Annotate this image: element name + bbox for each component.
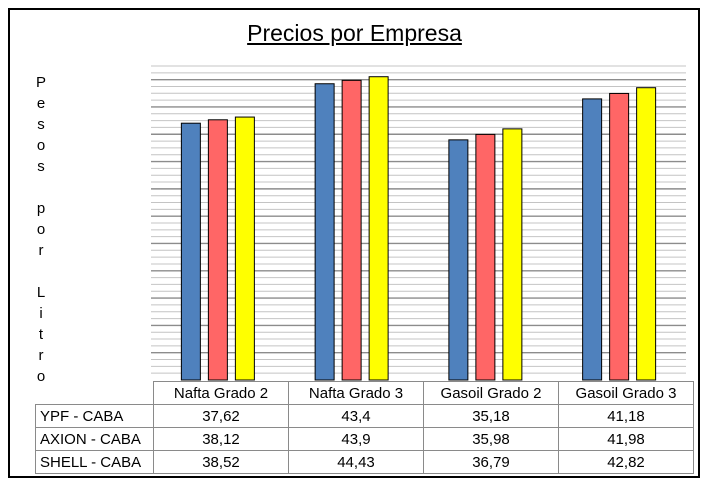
bar: [207, 119, 228, 381]
y-axis-label-char: r: [38, 242, 44, 259]
bar: [234, 116, 255, 381]
data-label: 38,52: [153, 450, 289, 474]
table-row: SHELL - CABA 38,52 44,43 36,79 42,82: [35, 450, 694, 474]
bar: [448, 139, 469, 381]
category-label: Gasoil Grado 3: [558, 381, 694, 405]
bars: [180, 76, 657, 381]
y-axis-label-char: s: [37, 116, 45, 133]
data-label: 41,98: [558, 427, 694, 451]
bar: [582, 98, 603, 381]
series-name: YPF - CABA: [35, 404, 154, 428]
data-table: Nafta Grado 2 Nafta Grado 3 Gasoil Grado 2…: [35, 381, 694, 474]
data-label: 35,18: [423, 404, 559, 428]
y-axis-label-char: P: [35, 74, 46, 91]
data-label: 35,98: [423, 427, 559, 451]
chart-title: Precios por Empresa: [0, 20, 709, 47]
data-label: 43,9: [288, 427, 424, 451]
data-label: 36,79: [423, 450, 559, 474]
y-axis-label-char: o: [36, 221, 46, 238]
bar: [180, 122, 201, 381]
y-axis-label-char: s: [37, 158, 45, 175]
data-label: 41,18: [558, 404, 694, 428]
y-axis-label-char: p: [36, 200, 46, 217]
chart-title-text: Precios por Empresa: [247, 20, 462, 46]
gridlines: [151, 65, 686, 374]
category-label: Gasoil Grado 2: [423, 381, 559, 405]
bar: [314, 83, 335, 381]
category-label: Nafta Grado 3: [288, 381, 424, 405]
y-axis-label-char: r: [38, 347, 44, 364]
bar: [341, 79, 362, 381]
table-corner: [36, 382, 154, 405]
data-label: 37,62: [153, 404, 289, 428]
bar: [475, 133, 496, 381]
bar: [636, 87, 657, 381]
y-axis-label-char: o: [36, 368, 46, 385]
series-name: SHELL - CABA: [35, 450, 154, 474]
data-label: 38,12: [153, 427, 289, 451]
series-name: AXION - CABA: [35, 427, 154, 451]
y-axis-label-char: L: [36, 284, 46, 301]
table-row: AXION - CABA 38,12 43,9 35,98 41,98: [35, 427, 694, 451]
data-label: 42,82: [558, 450, 694, 474]
bar: [502, 128, 523, 381]
bar: [368, 76, 389, 381]
bar: [609, 92, 630, 381]
y-axis-label-char: t: [38, 326, 44, 343]
table-row: YPF - CABA 37,62 43,4 35,18 41,18: [35, 404, 694, 428]
table-header-row: Nafta Grado 2 Nafta Grado 3 Gasoil Grado 2…: [36, 381, 694, 405]
data-label: 44,43: [288, 450, 424, 474]
category-label: Nafta Grado 2: [153, 381, 289, 405]
y-axis-label-char: i: [39, 305, 43, 322]
y-axis-label-char: o: [36, 137, 46, 154]
data-label: 43,4: [288, 404, 424, 428]
y-axis-label-char: e: [36, 95, 46, 112]
